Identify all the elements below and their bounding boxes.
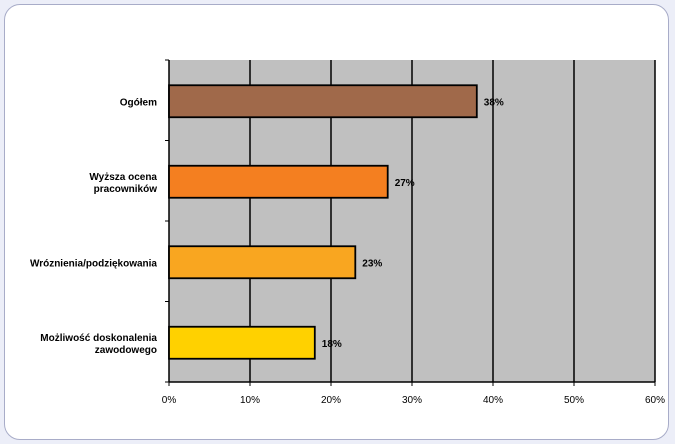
x-tick-label: 50%	[564, 395, 584, 406]
x-tick-label: 60%	[645, 395, 665, 406]
bar	[168, 245, 357, 280]
x-tick-label: 10%	[240, 395, 260, 406]
data-label: 38%	[484, 97, 504, 108]
category-label: Możliwość doskonalenia zawodowego	[40, 333, 157, 356]
x-tick-label: 0%	[162, 395, 177, 406]
category-label: Wróznienia/podziękowania	[30, 258, 157, 269]
data-label: 18%	[322, 339, 342, 350]
x-tick-label: 20%	[321, 395, 341, 406]
category-label: Wyższa ocena pracowników	[89, 172, 157, 195]
category-label: Ogółem	[120, 97, 157, 108]
bar	[168, 325, 316, 360]
x-tick-label: 30%	[402, 395, 422, 406]
data-label: 23%	[362, 258, 382, 269]
bar	[168, 164, 389, 199]
bar	[168, 84, 478, 119]
x-tick-label: 40%	[483, 395, 503, 406]
data-label: 27%	[395, 178, 415, 189]
